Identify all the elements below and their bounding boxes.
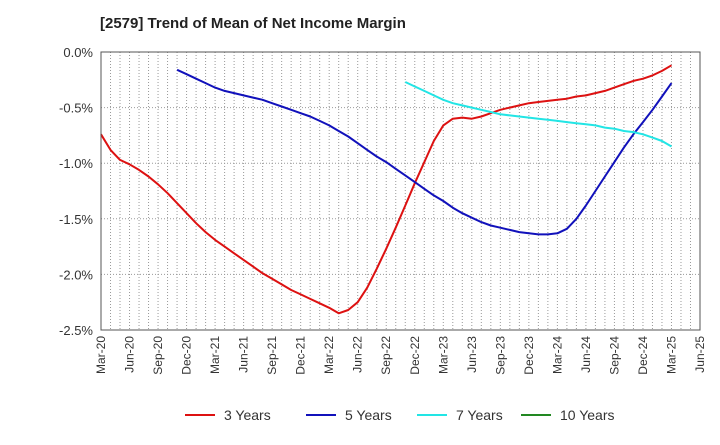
x-tick-label: Jun-24 xyxy=(579,336,593,373)
legend: 3 Years 5 Years 7 Years 10 Years xyxy=(185,407,615,423)
x-tick-label: Dec-21 xyxy=(294,336,308,375)
plot-area-border xyxy=(100,51,701,331)
x-tick-label: Dec-20 xyxy=(180,336,194,375)
x-tick-label: Sep-21 xyxy=(265,336,279,375)
y-tick-label: -2.0% xyxy=(59,267,93,282)
y-tick-label: -1.5% xyxy=(59,212,93,227)
x-tick-label: Sep-20 xyxy=(151,336,165,375)
x-tick-label: Jun-21 xyxy=(237,336,251,373)
x-tick-label: Jun-25 xyxy=(693,336,707,373)
y-tick-label: 0.0% xyxy=(63,45,93,60)
x-tick-label: Dec-22 xyxy=(408,336,422,375)
x-tick-label: Sep-23 xyxy=(493,336,507,375)
y-tick-label: -2.5% xyxy=(59,323,93,338)
x-axis-tick-labels: Mar-20 Jun-20 Sep-20 Dec-20 Mar-21 Jun-21 Sep-… xyxy=(94,336,707,375)
x-tick-label: Jun-23 xyxy=(465,336,479,373)
legend-label: 5 Years xyxy=(345,407,392,423)
x-tick-label: Sep-24 xyxy=(607,336,621,375)
y-axis-tick-labels: 0.0% -0.5% -1.0% -1.5% -2.0% -2.5% xyxy=(59,45,93,338)
legend-label: 3 Years xyxy=(224,407,271,423)
x-tick-label: Mar-23 xyxy=(436,336,450,374)
x-tick-label: Mar-21 xyxy=(208,336,222,374)
series-line-7-years xyxy=(404,81,673,148)
series-line-3-years xyxy=(100,64,673,315)
x-tick-label: Mar-20 xyxy=(94,336,108,374)
x-tick-label: Sep-22 xyxy=(379,336,393,375)
grid-lines xyxy=(101,52,700,330)
series-lines xyxy=(100,64,673,315)
chart-title: [2579] Trend of Mean of Net Income Margi… xyxy=(100,15,406,32)
y-tick-label: -1.0% xyxy=(59,156,93,171)
y-tick-label: -0.5% xyxy=(59,101,93,116)
series-line-5-years xyxy=(176,68,673,236)
legend-label: 7 Years xyxy=(456,407,503,423)
x-tick-label: Jun-22 xyxy=(351,336,365,373)
x-tick-label: Mar-24 xyxy=(550,336,564,374)
legend-label: 10 Years xyxy=(560,407,615,423)
x-tick-label: Dec-24 xyxy=(636,336,650,375)
x-tick-label: Dec-23 xyxy=(522,336,536,375)
x-tick-label: Jun-20 xyxy=(123,336,137,373)
x-tick-label: Mar-22 xyxy=(322,336,336,374)
x-tick-label: Mar-25 xyxy=(664,336,678,374)
